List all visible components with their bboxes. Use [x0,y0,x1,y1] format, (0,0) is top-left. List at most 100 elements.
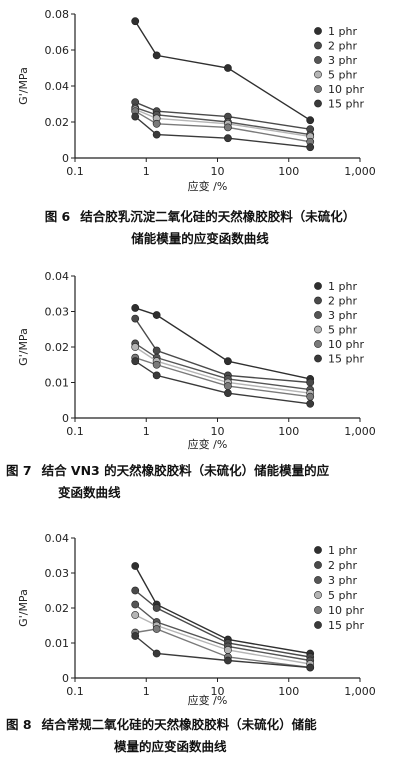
figure-7-caption-line1: 结合 VN3 的天然橡胶胶料（未硫化）储能模量的应 [41,463,330,478]
figure-7-chart: 0 0.01 0.02 0.03 0.04 0.1 1 10 100 1,000 应变 /% G'/M… [17,270,376,451]
figure-6-caption: 图 6 结合胶乳沉淀二氧化硅的天然橡胶胶料（未硫化） 储能模量的应变函数曲线 [6,206,394,250]
c6-x-tick-label: 1,000 [344,165,376,178]
c6-x-axis-label: 应变 /% [188,179,228,193]
c6-data-point [131,112,140,121]
c7-legend-marker [314,311,322,319]
c8-data-point [152,604,161,612]
c6-legend-label: 5 phr [328,69,357,82]
c8-data-point [131,611,140,619]
c8-legend-label: 15 phr [328,619,364,632]
c7-series-line-5phr [134,346,311,394]
c7-legend-label: 1 phr [328,280,357,293]
c8-x-tick-label: 1 [143,685,150,698]
c8-legend-marker [314,576,322,584]
figure-6-caption-line2: 储能模量的应变函数曲线 [131,231,269,246]
c8-data-point [224,656,232,665]
c8-data-point [131,586,140,595]
c7-x-tick-label: 0.1 [66,425,84,438]
c7-series-line-15phr [134,360,311,405]
c7-data-point [306,392,315,401]
c7-legend-marker [314,325,322,334]
c8-x-axis-label: 应变 /% [188,693,228,707]
c6-legend-label: 3 phr [328,54,357,67]
c8-legend-label: 2 phr [328,559,357,572]
c7-data-point [152,371,161,380]
c6-legend-marker [314,99,322,108]
c6-legend-marker [314,27,322,35]
c7-legend-label: 2 phr [328,295,357,308]
c6-data-point [224,64,232,72]
c6-legend-label: 15 phr [328,98,364,111]
c7-x-tick-label: 100 [278,425,299,438]
c6-y-tick-label: 0.02 [45,116,70,129]
c8-y-axis-label: G'/MPa [17,589,30,627]
c7-x-axis-label: 应变 /% [188,437,228,451]
c8-y-tick-label: 0 [62,672,69,685]
c6-data-point [152,119,161,128]
c7-series-line-10phr [134,356,311,398]
c8-data-point [152,625,161,633]
c6-data-point [224,134,232,143]
c8-legend-label: 1 phr [328,544,357,557]
c6-y-tick-label: 0.08 [45,8,70,21]
c8-x-tick-label: 0.1 [66,685,84,698]
figure-8-caption-line1: 结合常规二氧化硅的天然橡胶胶料（未硫化）储能 [41,717,317,732]
c8-series-line-15phr [134,635,311,669]
c7-legend-label: 3 phr [328,309,357,322]
c8-data-point [131,632,140,640]
c8-legend-marker [314,621,322,629]
c7-legend-marker [314,282,322,290]
c7-x-tick-label: 1,000 [344,425,376,438]
c6-legend-marker [314,56,322,64]
c8-legend-label: 10 phr [328,604,364,617]
c6-legend-marker [314,70,322,79]
figure-7-caption: 图 7 结合 VN3 的天然橡胶胶料（未硫化）储能模量的应 变函数曲线 [6,460,394,504]
figure-6-caption-line1: 结合胶乳沉淀二氧化硅的天然橡胶胶料（未硫化） [80,209,356,224]
c8-data-point [306,663,315,672]
c6-x-tick-label: 0.1 [66,165,84,178]
figure-8-caption-line2: 模量的应变函数曲线 [114,739,227,754]
c7-legend-marker [314,296,322,305]
c6-y-tick-label: 0.04 [45,80,70,93]
c7-data-point [306,378,315,387]
c8-y-tick-label: 0.04 [45,532,70,545]
c7-y-tick-label: 0 [62,412,69,425]
c6-series-line-5phr [134,108,311,138]
c8-x-tick-label: 100 [278,685,299,698]
c6-x-tick-label: 100 [278,165,299,178]
c8-series-line-2phr [134,589,311,658]
c7-legend-label: 10 phr [328,338,364,351]
figure-7-number: 图 7 [6,463,32,478]
c6-y-tick-label: 0.06 [45,44,70,57]
figure-8-number: 图 8 [6,717,32,732]
figure-6: 0 0.02 0.04 0.06 0.08 0.1 1 10 100 1,000 应变 /% G'/M… [0,0,400,262]
c7-series-line-2phr [134,318,311,384]
c7-legend-label: 15 phr [328,353,364,366]
c6-y-tick-label: 0 [62,152,69,165]
c8-y-tick-label: 0.02 [45,602,70,615]
c8-legend-marker [314,591,322,599]
figure-8-caption: 图 8 结合常规二氧化硅的天然橡胶胶料（未硫化）储能 模量的应变函数曲线 [6,714,394,758]
c6-series-line-10phr [134,110,311,143]
figure-7: 0 0.01 0.02 0.03 0.04 0.1 1 10 100 1,000 应变 /% G'/M… [0,262,400,522]
c7-legend-label: 5 phr [328,324,357,337]
c8-series-line-10phr [135,628,311,669]
c7-legend-marker [314,340,322,348]
c7-data-point [306,399,315,408]
c7-data-point [131,314,140,323]
c6-legend-label: 2 phr [328,40,357,53]
c8-legend-marker [314,561,322,569]
c8-x-tick-label: 1,000 [344,685,376,698]
c8-y-tick-label: 0.03 [45,567,70,580]
c7-data-point [131,343,140,351]
c7-data-point [224,389,232,398]
c8-series-line-5phr [134,614,311,665]
c7-data-point [152,360,161,369]
c8-series-line-1phr [134,565,311,655]
c7-data-point [131,304,140,312]
c6-data-point [306,143,315,152]
c6-series-line-15phr [134,116,311,148]
figure-6-number: 图 6 [44,209,71,224]
c6-legend-label: 10 phr [328,83,364,96]
c8-series-line-3phr [134,603,311,662]
